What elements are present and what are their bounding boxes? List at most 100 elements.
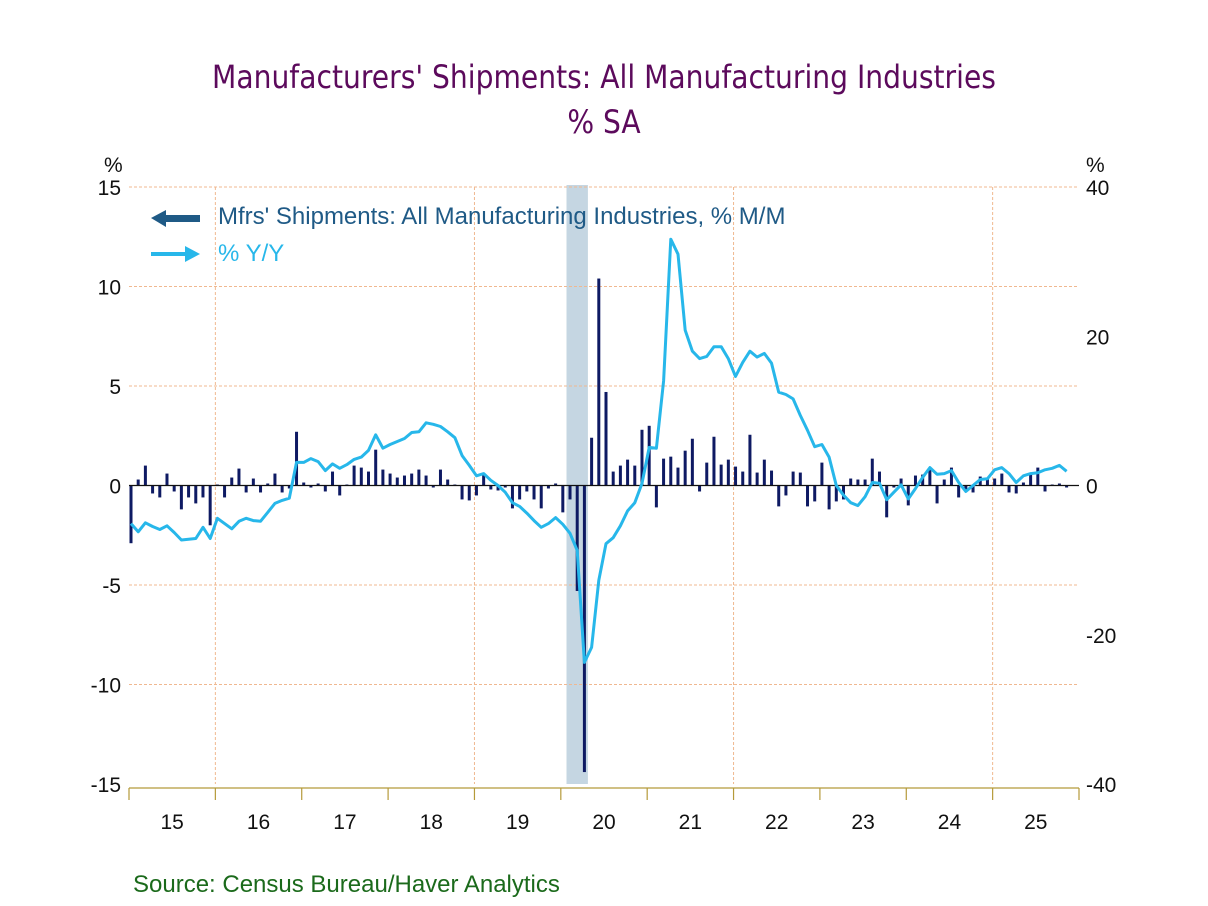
bar-mm xyxy=(402,475,406,486)
bar-mm xyxy=(352,465,356,486)
bar-mm xyxy=(928,468,932,486)
right-axis-unit: % xyxy=(1086,154,1105,177)
bar-mm xyxy=(474,485,478,496)
bar-mm xyxy=(259,485,263,493)
bar-mm xyxy=(906,485,910,506)
bar-mm xyxy=(770,470,774,486)
bar-mm xyxy=(626,459,630,486)
bar-mm xyxy=(993,478,997,486)
bar-mm xyxy=(316,483,320,486)
bar-mm xyxy=(913,475,917,486)
bar-mm xyxy=(791,471,795,486)
bar-mm xyxy=(726,459,730,486)
bar-mm xyxy=(820,462,824,486)
bar-mm xyxy=(510,485,514,509)
bar-mm xyxy=(460,485,464,500)
left-tick-label: 5 xyxy=(109,376,121,399)
bar-mm xyxy=(863,479,867,486)
bar-mm xyxy=(331,471,335,486)
chart-subtitle: % SA xyxy=(567,103,641,141)
bar-mm xyxy=(388,473,392,486)
bar-mm xyxy=(417,469,421,486)
bar-mm xyxy=(208,485,212,526)
bar-mm xyxy=(942,479,946,486)
bar-mm xyxy=(554,483,558,486)
bar-mm xyxy=(741,471,745,486)
bar-mm xyxy=(165,473,169,486)
bar-mm xyxy=(705,462,709,486)
bar-mm xyxy=(777,485,781,507)
yy-line-layer xyxy=(129,237,1068,664)
legend-item-mm: Mfrs' Shipments: All Manufacturing Indus… xyxy=(151,203,785,230)
bar-mm xyxy=(582,485,586,773)
bar-mm xyxy=(712,436,716,486)
bar-mm xyxy=(935,485,939,504)
legend: Mfrs' Shipments: All Manufacturing Indus… xyxy=(151,203,785,267)
bar-mm xyxy=(302,482,306,486)
bar-mm xyxy=(295,431,299,486)
bar-mm xyxy=(1021,482,1025,486)
x-tick-label: 20 xyxy=(592,811,615,834)
bar-mm xyxy=(669,456,673,486)
bar-mm xyxy=(223,485,227,498)
left-tick-label: -15 xyxy=(91,774,121,797)
x-tick-label: 16 xyxy=(247,811,270,834)
x-tick-label: 18 xyxy=(420,811,443,834)
bar-mm xyxy=(1029,473,1033,486)
bar-mm xyxy=(784,485,788,496)
axes: 15 16 17 18 19 20 21 22 23 24 25151050-5-10-15%402… xyxy=(91,154,1117,834)
bar-mm xyxy=(561,485,565,513)
bar-mm xyxy=(662,458,666,486)
bar-mm xyxy=(834,485,838,502)
bar-mm xyxy=(201,485,205,498)
right-tick-label: 20 xyxy=(1086,326,1109,349)
bar-mm xyxy=(971,485,975,493)
bar-mm xyxy=(424,475,428,486)
bar-mm xyxy=(446,479,450,486)
legend-label-mm: Mfrs' Shipments: All Manufacturing Indus… xyxy=(218,203,785,230)
bar-mm xyxy=(323,485,327,492)
bar-mm xyxy=(525,485,529,492)
left-tick-label: 10 xyxy=(98,277,121,300)
bar-mm xyxy=(395,477,399,486)
bar-mm xyxy=(892,485,896,488)
x-tick-label: 21 xyxy=(679,811,702,834)
x-tick-label: 19 xyxy=(506,811,529,834)
bar-mm xyxy=(827,485,831,510)
bar-mm xyxy=(798,472,802,486)
bar-mm xyxy=(1036,467,1040,486)
bar-mm xyxy=(143,465,147,486)
bar-mm xyxy=(410,473,414,486)
bar-mm xyxy=(1043,485,1047,492)
bar-mm xyxy=(870,458,874,486)
bar-mm xyxy=(856,479,860,486)
bar-mm xyxy=(158,485,162,498)
bar-mm xyxy=(611,471,615,486)
bar-mm xyxy=(964,485,968,491)
bar-mm xyxy=(467,485,471,501)
bar-mm xyxy=(431,485,435,488)
bar-mm xyxy=(806,485,810,507)
bar-mm xyxy=(949,467,953,486)
bar-mm xyxy=(503,485,507,488)
bar-mm xyxy=(518,485,522,500)
bar-mm xyxy=(590,437,594,486)
bar-mm xyxy=(640,429,644,486)
left-axis-unit: % xyxy=(104,154,123,177)
bar-mm xyxy=(496,485,500,491)
bar-mm xyxy=(438,469,442,486)
bar-mm xyxy=(899,478,903,486)
bar-mm xyxy=(1057,483,1061,486)
bar-mm xyxy=(309,485,313,488)
bar-mm xyxy=(683,450,687,486)
left-tick-label: -10 xyxy=(91,675,121,698)
x-tick-label: 15 xyxy=(161,811,184,834)
bar-mm xyxy=(597,278,601,486)
bar-mm xyxy=(230,477,234,486)
bar-mm xyxy=(532,485,536,500)
bar-mm xyxy=(381,469,385,486)
bar-mm xyxy=(338,485,342,496)
bar-mm xyxy=(957,485,961,498)
bar-mm xyxy=(136,479,140,486)
bar-mm xyxy=(877,471,881,486)
